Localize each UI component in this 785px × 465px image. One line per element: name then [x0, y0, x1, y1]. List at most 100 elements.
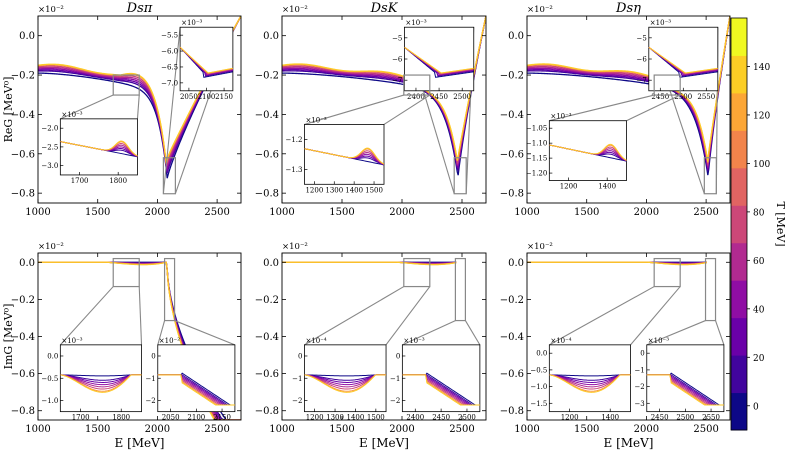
inset-x-tick-label: 2500	[674, 93, 692, 101]
colorbar-tick-label: 80	[753, 208, 765, 218]
zoom-region-box	[403, 257, 431, 288]
inset-series	[304, 147, 384, 166]
zoom-connector	[464, 320, 481, 346]
inset-y-tick-label: −1.0	[530, 383, 547, 391]
panel-title: Dsη	[615, 1, 641, 16]
x-tick-label: 1000	[25, 207, 50, 218]
colorbar-band	[731, 242, 747, 281]
inset-y-tick-label: −7.0	[161, 79, 178, 87]
inset-frame	[648, 26, 719, 92]
inset-series-line-T=150	[648, 46, 718, 74]
x-tick-label: 2500	[449, 424, 474, 435]
x-tick-label: 2000	[634, 207, 659, 218]
zoom-connector	[646, 320, 706, 346]
inset-series-line-T=150	[402, 374, 480, 406]
panel-re-dsk: 1000 1500 2000 2500 0.0 −0.2 −0.4 −0.6 −0.8 ×10⁻²…	[255, 1, 487, 218]
y-tick-label: −0.4	[11, 110, 35, 121]
panel-im-dsk: 1000 1500 2000 2500 0.0 −0.2 −0.4 −0.6 −0.8 ×10⁻²…	[255, 242, 487, 450]
inset-0: 1200 1300 1400 1500 0 −1 −2 ×10⁻⁴	[292, 257, 431, 422]
inset-y-tick-label: −3	[634, 400, 644, 408]
y-tick-label: −0.4	[11, 332, 35, 343]
inset-series-line-T=150	[180, 46, 233, 74]
inset-x-tick-label: 2100	[187, 414, 205, 422]
x-tick-label: 1500	[574, 207, 599, 218]
panel-title: Dsπ	[126, 1, 153, 16]
inset-x-tick-label: 2400	[406, 414, 424, 422]
inset-x-tick-label: 1400	[347, 414, 365, 422]
y-tick-label: −0.2	[500, 71, 524, 82]
colorbar-band	[731, 205, 747, 244]
inset-exponent-label: ×10⁻⁴	[305, 337, 326, 345]
colorbar-tick-label: 120	[753, 111, 770, 121]
colorbar: 0 20 40 60 80 100 120 140 T [MeV]	[730, 17, 785, 431]
inset-series-line-T=150	[304, 147, 384, 165]
axis-exponent-label: ×10⁻²	[282, 242, 308, 252]
series-group	[282, 261, 457, 266]
y-axis-label: ReG [MeV⁰]	[2, 77, 15, 143]
inset-x-tick-label: 2500	[453, 93, 471, 101]
inset-y-tick-label: −1	[292, 375, 302, 383]
y-tick-label: −0.6	[11, 369, 35, 380]
inset-y-tick-label: −7	[636, 77, 646, 85]
series-line-T=150	[527, 261, 708, 266]
zoom-region-box	[403, 74, 431, 96]
inset-x-tick-label: 2100	[198, 93, 216, 101]
y-tick-label: 0.0	[19, 258, 35, 269]
x-tick-label: 1000	[269, 424, 294, 435]
colorbar-band	[731, 392, 747, 431]
inset-series-line-T=150	[304, 374, 387, 393]
inset-y-tick-label: −6.0	[161, 48, 178, 56]
x-tick-label: 2000	[634, 424, 659, 435]
zoom-connector	[385, 286, 431, 346]
colorbar-band	[731, 167, 747, 206]
inset-y-tick-label: −7	[392, 77, 402, 85]
y-tick-label: −0.6	[500, 149, 524, 160]
inset-y-tick-label: −3.0	[41, 162, 58, 170]
y-tick-label: −0.2	[500, 295, 524, 306]
x-tick-label: 2000	[389, 424, 414, 435]
inset-0: 2050 2100 2150 −5.5 −6.0 −6.5 −7.0 ×10⁻³	[161, 19, 234, 195]
inset-exponent-label: ×10⁻³	[403, 337, 424, 345]
inset-series	[60, 374, 142, 393]
series-group	[527, 16, 730, 176]
inset-1: 1200 1300 1400 1500 −1.2 −1.3 ×10⁻³	[285, 74, 431, 194]
inset-x-tick-label: 1400	[598, 183, 616, 191]
inset-series-line-T=150	[60, 140, 138, 157]
colorbar-label: T [MeV]	[774, 201, 785, 246]
panel-re-dspi: 1000 1500 2000 2500 0.0 −0.2 −0.4 −0.6 −0.8 ×10⁻²…	[2, 1, 242, 218]
inset-1: 2400 2450 2500 0 −1 −2 ×10⁻³	[390, 257, 481, 422]
inset-x-tick-label: 1700	[71, 177, 89, 185]
y-tick-label: −0.2	[11, 71, 35, 82]
colorbar-tick-label: 140	[753, 63, 770, 73]
inset-frame	[403, 26, 475, 92]
inset-y-tick-label: 0	[151, 352, 155, 360]
y-tick-label: −0.8	[255, 406, 279, 417]
inset-x-tick-label: 2400	[407, 93, 425, 101]
colorbar-tick-label: 100	[753, 160, 770, 170]
zoom-connector	[402, 320, 456, 346]
y-tick-label: −0.4	[255, 332, 279, 343]
inset-0: 1700 1800 0.0 −0.5 −1.0 ×10⁻³	[41, 257, 143, 422]
inset-1: 1200 1400 −1.05 −1.10 −1.15 −1.20 ×10⁻³	[526, 74, 681, 191]
y-tick-label: −0.6	[500, 369, 524, 380]
inset-y-tick-label: −2	[145, 397, 155, 405]
inset-frame	[646, 344, 725, 413]
inset-x-tick-label: 2450	[430, 93, 448, 101]
inset-series	[304, 374, 387, 393]
x-tick-label: 1000	[269, 207, 294, 218]
inset-exponent-label: ×10⁻³	[550, 113, 571, 121]
inset-x-tick-label: 2150	[213, 414, 231, 422]
inset-x-tick-label: 1700	[72, 414, 90, 422]
x-tick-label: 1000	[25, 424, 50, 435]
inset-x-tick-label: 2450	[432, 414, 450, 422]
inset-y-tick-label: −2.5	[41, 143, 58, 151]
inset-exponent-label: ×10⁻³	[405, 19, 426, 27]
inset-x-tick-label: 1800	[112, 414, 130, 422]
colorbar-band	[731, 317, 747, 356]
x-tick-label: 1000	[514, 424, 539, 435]
inset-exponent-label: ×10⁻³	[648, 337, 669, 345]
zoom-region-box	[112, 257, 140, 288]
colorbar-tick-label: 40	[753, 305, 765, 315]
inset-series-line-T=0	[304, 374, 387, 377]
